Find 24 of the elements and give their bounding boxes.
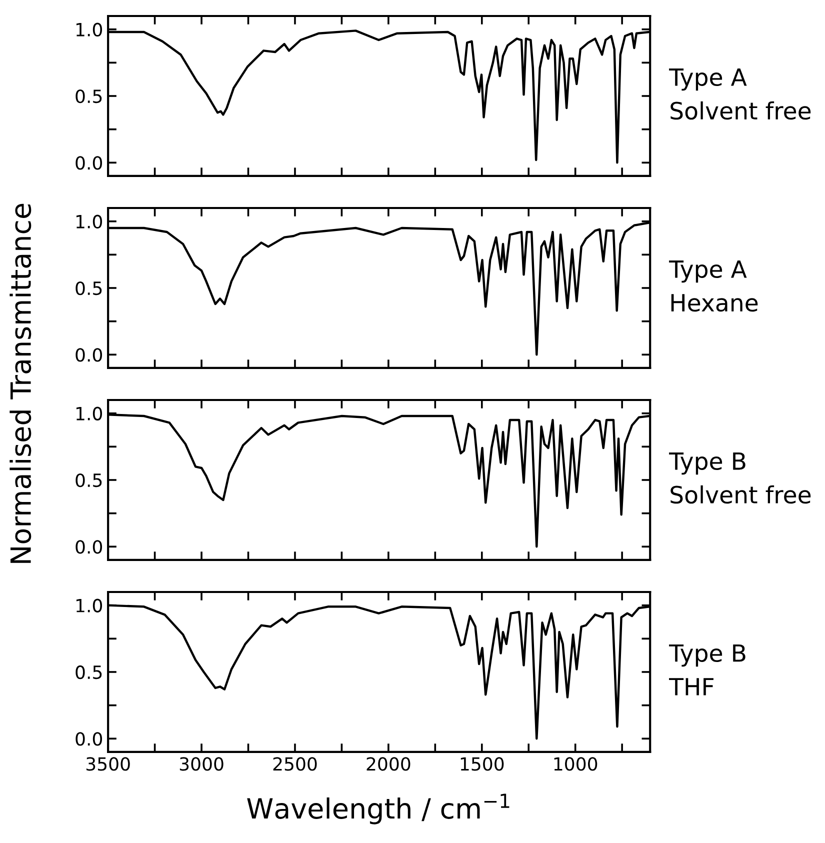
text: Type B THF xyxy=(669,644,746,696)
y-tick-label: 0.0 xyxy=(76,732,102,746)
x-tick-label: 1000 xyxy=(554,757,598,771)
y-tick-label: 1.0 xyxy=(76,214,102,228)
x-axis-title: Wavelength / cm$^{−1}$ xyxy=(247,794,510,824)
y-tick-label: 0.5 xyxy=(76,665,102,680)
x-tick-label: 3500 xyxy=(86,757,130,771)
y-tick-label: 0.5 xyxy=(76,281,102,296)
y-tick-label: 0.0 xyxy=(76,540,102,554)
y-tick-label: 0.5 xyxy=(76,473,102,488)
x-tick-label: 3000 xyxy=(180,757,224,771)
x-tick-label: 1500 xyxy=(460,757,504,771)
text: Type A Solvent free xyxy=(669,68,811,120)
text: Type A Hexane xyxy=(669,260,758,312)
y-tick-label: 0.0 xyxy=(76,156,102,170)
y-tick-label: 0.5 xyxy=(76,89,102,104)
text: Type B Solvent free xyxy=(669,452,811,504)
y-tick-label: 1.0 xyxy=(76,406,102,420)
y-tick-label: 1.0 xyxy=(76,598,102,612)
x-tick-label: 2500 xyxy=(273,757,317,771)
x-tick-label: 2000 xyxy=(366,757,410,771)
y-tick-label: 0.0 xyxy=(76,348,102,362)
y-axis-title: Normalised Transmittance xyxy=(10,204,32,563)
y-tick-label: 1.0 xyxy=(76,22,102,36)
